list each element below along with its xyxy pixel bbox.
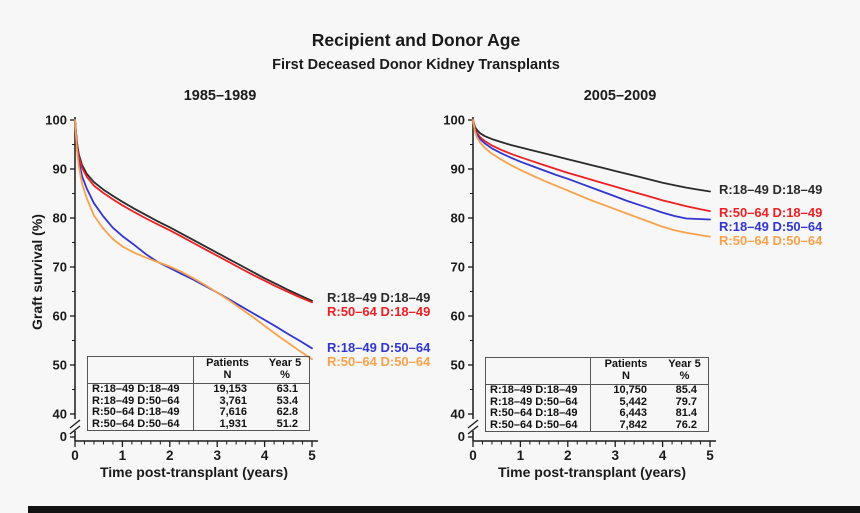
- table-cell-year5-pct: 85.4: [675, 385, 697, 396]
- table-cell-patients-n: 7,842: [619, 419, 647, 431]
- x-tick-label: 1: [517, 448, 525, 463]
- curve-label-orange: R:50–64 D:50–64: [327, 354, 431, 369]
- x-tick-label: 3: [213, 448, 221, 463]
- curve-label-black: R:18–49 D:18–49: [719, 182, 822, 197]
- table-cell-year5-pct: 76.2: [675, 419, 697, 431]
- y-tick-label: 50: [451, 358, 465, 373]
- panel-title-1985-1989: 1985–1989: [183, 88, 257, 104]
- table-cell-year5-pct: 81.4: [675, 408, 697, 419]
- curve-black: [472, 119, 711, 193]
- table-header-patients-n: Patients N: [591, 358, 661, 385]
- curve-label-red: R:50–64 D:18–49: [327, 304, 430, 319]
- y-tick-label: 100: [443, 113, 465, 128]
- axis-break-icon: [69, 419, 81, 429]
- panel-title-2005-2009: 2005–2009: [583, 88, 657, 104]
- table-header-patients-n: Patients N: [194, 357, 261, 384]
- table-cell-patients-n: 19,153: [213, 384, 247, 395]
- curve-label-black: R:18–49 D:18–49: [327, 290, 430, 305]
- table-header-year5-pct: Year 5%: [261, 357, 309, 384]
- table-cell-patients-n: 1,931: [219, 418, 247, 430]
- y-tick-label: 40: [53, 407, 67, 422]
- curve-label-blue: R:18–49 D:50–64: [327, 340, 431, 355]
- y-tick-label: 90: [451, 162, 465, 177]
- x-tick-label: 5: [706, 448, 714, 463]
- table-cell-patients-n: 6,443: [619, 408, 647, 419]
- axis-break-icon: [467, 419, 479, 429]
- y-tick-label: 90: [53, 162, 67, 177]
- x-tick-label: 5: [308, 448, 316, 463]
- table-cell-patients-n: 5,442: [619, 396, 647, 408]
- table-row-label: R:18–49 D:50–64: [486, 396, 591, 408]
- table-row-label: R:50–64 D:18–49: [486, 408, 591, 420]
- x-tick-label: 4: [261, 448, 269, 463]
- table-row-label: R:18–49 D:50–64: [88, 395, 194, 407]
- table-header-year5-pct: Year 5%: [661, 358, 708, 385]
- y-tick-label: 40: [451, 407, 465, 422]
- table-row-label: R:50–64 D:50–64: [88, 418, 194, 430]
- curve-label-blue: R:18–49 D:50–64: [719, 219, 823, 234]
- x-tick-label: 2: [564, 448, 572, 463]
- table-cell-year5-pct: 62.8: [276, 407, 298, 418]
- curve-orange: [472, 119, 711, 238]
- axis-break-icon: [69, 425, 81, 435]
- table-cell-year5-pct: 53.4: [276, 395, 298, 407]
- y-tick-label: 50: [53, 358, 67, 373]
- curve-orange: [74, 119, 313, 361]
- table-row-label: R:50–64 D:18–49: [88, 407, 194, 419]
- x-tick-label: 4: [659, 448, 667, 463]
- y-tick-label: 80: [53, 211, 67, 226]
- page-subtitle: First Deceased Donor Kidney Transplants: [272, 57, 560, 73]
- y-tick-label: 60: [53, 309, 67, 324]
- table-cell-patients-n: 3,761: [219, 395, 247, 407]
- page-title: Recipient and Donor Age: [311, 30, 521, 50]
- table-header-blank: [88, 357, 194, 384]
- table-row-label: R:18–49 D:18–49: [486, 385, 591, 397]
- curve-label-red: R:50–64 D:18–49: [719, 205, 822, 220]
- table-cell-year5-pct: 51.2: [276, 418, 298, 430]
- table-cell-year5-pct: 63.1: [276, 384, 298, 395]
- table-row-label: R:50–64 D:50–64: [486, 419, 591, 431]
- table-cell-year5-pct: 79.7: [675, 396, 697, 408]
- table-cell-patients-n: 7,616: [219, 407, 247, 418]
- y-zero-label: 0: [458, 429, 465, 444]
- x-tick-label: 2: [166, 448, 174, 463]
- summary-table: Patients N Year 5% R:18–49 D:18–49 19,153 63.…: [87, 356, 310, 431]
- y-tick-label: 70: [451, 260, 465, 275]
- y-zero-label: 0: [60, 429, 67, 444]
- y-tick-label: 100: [45, 113, 67, 128]
- x-tick-label: 1: [119, 448, 127, 463]
- summary-table: Patients N Year 5% R:18–49 D:18–49 10,750 85.…: [485, 357, 709, 432]
- x-tick-label: 0: [71, 448, 79, 463]
- y-tick-label: 70: [53, 260, 67, 275]
- x-axis-title-left: Time post-transplant (years): [99, 464, 288, 480]
- table-header-blank: [486, 358, 591, 385]
- x-axis-title-right: Time post-transplant (years): [497, 464, 686, 480]
- table-cell-patients-n: 10,750: [613, 385, 647, 396]
- y-tick-label: 80: [451, 211, 465, 226]
- y-tick-label: 60: [451, 309, 465, 324]
- x-tick-label: 0: [469, 448, 477, 463]
- curve-red: [74, 119, 313, 304]
- x-tick-label: 3: [611, 448, 619, 463]
- curve-label-orange: R:50–64 D:50–64: [719, 233, 823, 248]
- bottom-bar: [28, 506, 860, 513]
- curve-red: [472, 119, 711, 213]
- axis-break-icon: [467, 425, 479, 435]
- curve-blue: [472, 119, 711, 221]
- curve-black: [74, 119, 313, 302]
- table-row-label: R:18–49 D:18–49: [88, 384, 194, 396]
- curve-blue: [74, 119, 313, 350]
